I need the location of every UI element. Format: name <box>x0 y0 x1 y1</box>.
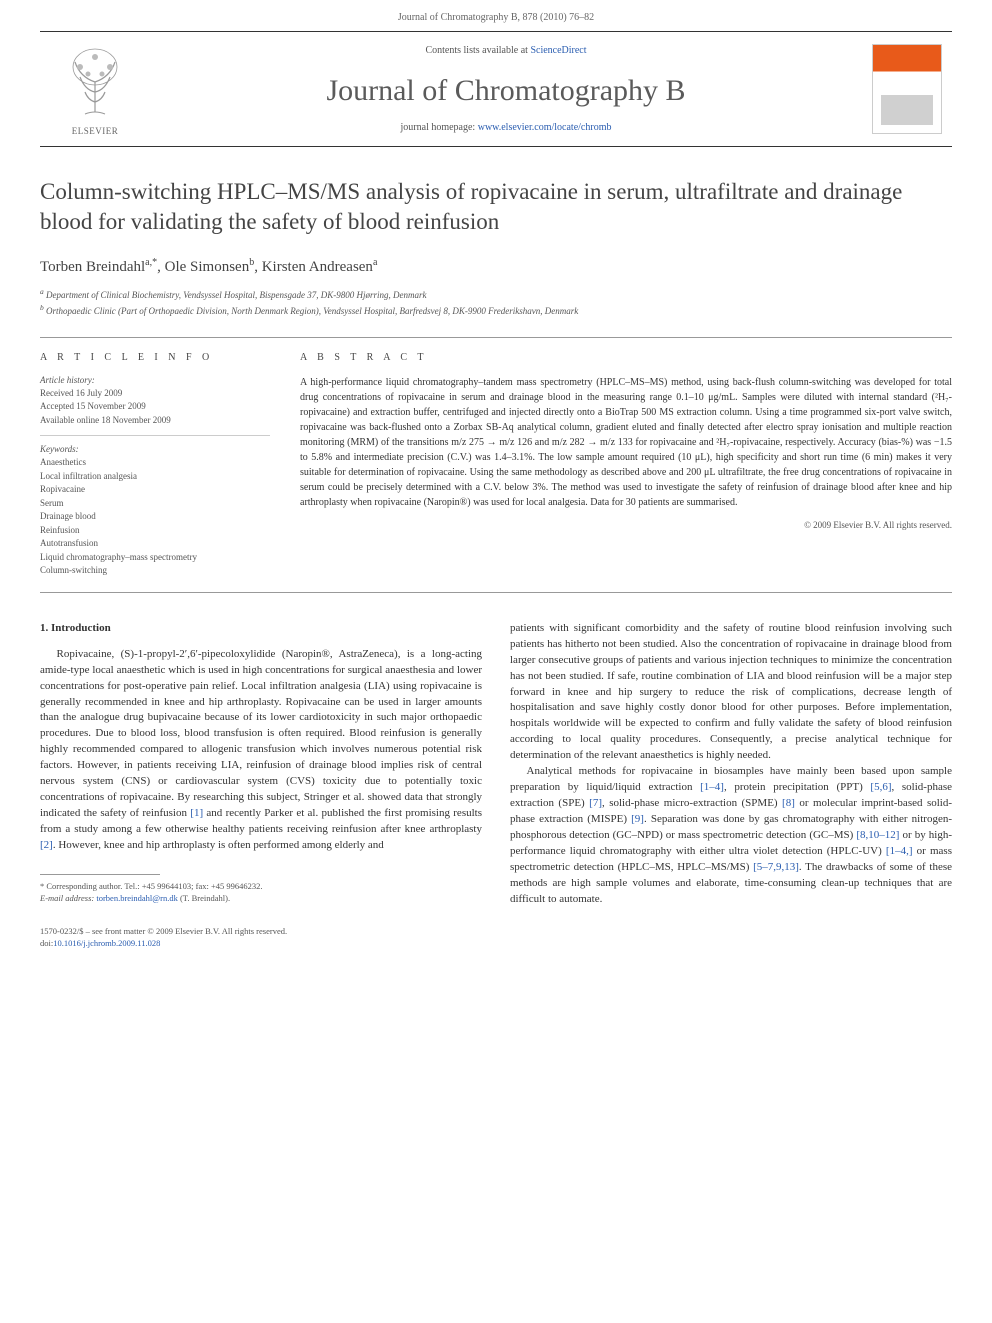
doi-link[interactable]: 10.1016/j.jchromb.2009.11.028 <box>53 938 160 948</box>
journal-homepage-link[interactable]: www.elsevier.com/locate/chromb <box>478 122 612 133</box>
journal-cover-thumbnail <box>872 44 942 134</box>
running-head: Journal of Chromatography B, 878 (2010) … <box>0 0 992 31</box>
journal-name: Journal of Chromatography B <box>150 74 862 108</box>
body-text: 1. Introduction Ropivacaine, (S)-1-propy… <box>40 621 952 908</box>
keyword: Reinfusion <box>40 524 270 538</box>
section-heading: 1. Introduction <box>40 621 482 637</box>
corresponding-author-footnote: * Corresponding author. Tel.: +45 996441… <box>40 881 482 893</box>
publisher-block: ELSEVIER <box>40 42 150 136</box>
contents-available: Contents lists available at ScienceDirec… <box>150 45 862 56</box>
keyword: Anaesthetics <box>40 456 270 470</box>
affiliation: a Department of Clinical Biochemistry, V… <box>40 286 952 303</box>
abstract-copyright: © 2009 Elsevier B.V. All rights reserved… <box>300 520 952 530</box>
publisher-name: ELSEVIER <box>72 126 119 136</box>
ref-link[interactable]: [1–4] <box>700 781 724 793</box>
page-footer: 1570-0232/$ – see front matter © 2009 El… <box>40 926 952 950</box>
intro-paragraph: Ropivacaine, (S)-1-propyl-2′,6′-pipecolo… <box>40 647 482 854</box>
history-line: Received 16 July 2009 <box>40 387 270 401</box>
article-info: A R T I C L E I N F O Article history: R… <box>40 352 270 578</box>
column-right: patients with significant comorbidity an… <box>510 621 952 908</box>
column-left: 1. Introduction Ropivacaine, (S)-1-propy… <box>40 621 482 908</box>
ref-link[interactable]: [1–4,] <box>886 845 913 857</box>
history-line: Accepted 15 November 2009 <box>40 400 270 414</box>
history-label: Article history: <box>40 375 270 385</box>
keyword: Liquid chromatography–mass spectrometry <box>40 551 270 565</box>
footnote-separator <box>40 874 160 875</box>
front-matter-line: 1570-0232/$ – see front matter © 2009 El… <box>40 926 952 938</box>
body-paragraph: patients with significant comorbidity an… <box>510 621 952 764</box>
keyword: Serum <box>40 497 270 511</box>
article-title: Column-switching HPLC–MS/MS analysis of … <box>40 177 952 237</box>
ref-link[interactable]: [5–7,9,13] <box>753 861 799 873</box>
abstract-heading: A B S T R A C T <box>300 352 952 363</box>
keyword: Drainage blood <box>40 510 270 524</box>
article-info-heading: A R T I C L E I N F O <box>40 352 270 363</box>
abstract: A B S T R A C T A high-performance liqui… <box>300 352 952 578</box>
ref-link[interactable]: [9] <box>631 813 644 825</box>
ref-link[interactable]: [2] <box>40 839 53 851</box>
keyword: Ropivacaine <box>40 483 270 497</box>
email-footnote: E-mail address: torben.breindahl@rn.dk (… <box>40 893 482 905</box>
ref-link[interactable]: [5,6] <box>870 781 891 793</box>
abstract-text: A high-performance liquid chromatography… <box>300 375 952 510</box>
keyword: Autotransfusion <box>40 537 270 551</box>
keyword: Local infiltration analgesia <box>40 470 270 484</box>
ref-link[interactable]: [8] <box>782 797 795 809</box>
ref-link[interactable]: [7] <box>589 797 602 809</box>
ref-link[interactable]: [8,10–12] <box>856 829 899 841</box>
email-link[interactable]: torben.breindahl@rn.dk <box>96 893 177 903</box>
doi-line: doi:10.1016/j.jchromb.2009.11.028 <box>40 938 952 950</box>
history-line: Available online 18 November 2009 <box>40 414 270 428</box>
elsevier-tree-icon <box>60 42 130 122</box>
journal-homepage: journal homepage: www.elsevier.com/locat… <box>150 122 862 133</box>
affiliation: b Orthopaedic Clinic (Part of Orthopaedi… <box>40 302 952 319</box>
ref-link[interactable]: [1] <box>190 807 203 819</box>
affiliations: a Department of Clinical Biochemistry, V… <box>40 286 952 319</box>
body-paragraph: Analytical methods for ropivacaine in bi… <box>510 764 952 907</box>
keyword: Column-switching <box>40 564 270 578</box>
sciencedirect-link[interactable]: ScienceDirect <box>530 45 586 56</box>
masthead: ELSEVIER Contents lists available at Sci… <box>40 31 952 147</box>
keywords-label: Keywords: <box>40 444 270 454</box>
authors: Torben Breindahla,*, Ole Simonsenb, Kirs… <box>40 257 952 276</box>
